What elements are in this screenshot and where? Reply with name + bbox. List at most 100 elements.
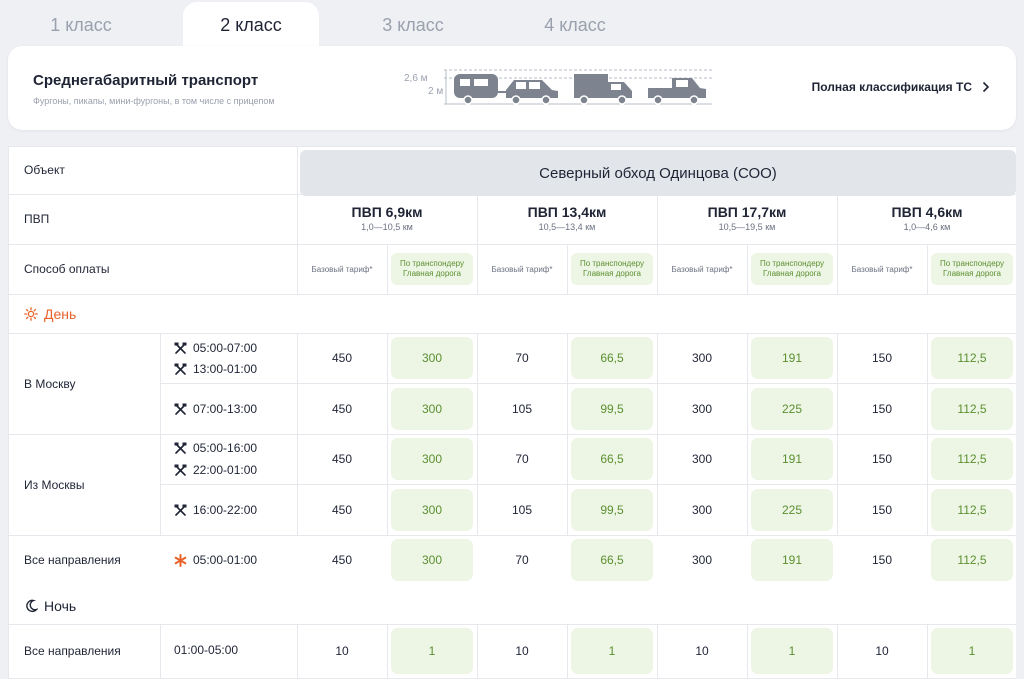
road-work-icon	[174, 464, 187, 476]
full-classification-link[interactable]: Полная классификация ТС	[812, 80, 990, 94]
transponder-tariff-value: 300	[391, 489, 473, 531]
transponder-tariff-value: 66,5	[571, 539, 653, 581]
transponder-tariff-value: 66,5	[571, 337, 653, 379]
transponder-tariff-value: 112,5	[931, 489, 1013, 531]
time-label: 13:00-01:00	[193, 362, 258, 376]
transponder-tariff-value: 99,5	[571, 489, 653, 531]
time-slot: 22:00-01:00	[174, 462, 257, 478]
base-tariff-value: 300	[691, 452, 713, 466]
time-slot: 05:00-07:00	[174, 340, 257, 356]
transponder-tariff-value: 1	[931, 628, 1013, 674]
vehicle-class-card: Среднегабаритный транспорт Фургоны, пика…	[8, 46, 1016, 130]
base-tariff-value: 10	[875, 644, 889, 658]
pvp-name: ПВП 17,7км	[707, 204, 787, 220]
class-tabs: 1 класс 2 класс 3 класс 4 класс	[0, 0, 1024, 48]
pvp-column-2: ПВП 13,4км 10,5—13,4 км	[477, 204, 657, 232]
time-label: 05:00-16:00	[193, 441, 258, 455]
row-label-pvp: ПВП	[24, 212, 50, 226]
payment-transponder-line1: По транспондеру	[939, 259, 1005, 268]
base-tariff-value: 450	[331, 553, 353, 567]
pvp-column-1: ПВП 6,9км 1,0—10,5 км	[297, 204, 477, 232]
base-tariff-value: 150	[871, 452, 893, 466]
base-tariff-value: 150	[871, 401, 893, 416]
object-name: Северный обход Одинцова (СОО)	[300, 150, 1016, 196]
time-slot: 01:00-05:00	[174, 642, 238, 658]
section-night-label: Ночь	[44, 598, 77, 614]
payment-transponder: По транспондеру Главная дорога	[571, 253, 653, 285]
road-work-icon	[174, 442, 187, 454]
road-work-icon	[174, 403, 187, 415]
transponder-tariff-value: 112,5	[931, 438, 1013, 480]
section-day-label: День	[44, 306, 77, 322]
transponder-tariff-value: 300	[391, 337, 473, 379]
base-tariff-value: 300	[691, 401, 713, 416]
payment-transponder-line1: По транспондеру	[399, 259, 465, 268]
payment-transponder-line1: По транспондеру	[759, 259, 825, 268]
transponder-tariff-value: 300	[391, 388, 473, 430]
base-tariff-value: 450	[331, 452, 353, 466]
direction-all: Все направления	[24, 553, 121, 567]
vehicle-illustration: 2,6 м 2 м	[396, 64, 712, 110]
transponder-tariff-value: 1	[751, 628, 833, 674]
tab-class-3[interactable]: 3 класс	[382, 14, 444, 35]
vehicles-icon	[444, 69, 712, 105]
height-label-max: 2,6 м	[404, 73, 428, 84]
direction-from-moscow: Из Москвы	[24, 477, 85, 492]
vehicle-class-subtitle: Фургоны, пикапы, мини-фургоны, в том чис…	[33, 96, 275, 106]
payment-transponder: По транспондеру Главная дорога	[931, 253, 1013, 285]
tab-class-1[interactable]: 1 класс	[50, 14, 112, 35]
tab-class-2[interactable]: 2 класс	[183, 2, 319, 48]
time-slot: 05:00-01:00	[174, 552, 257, 568]
payment-transponder-line2: Главная дорога	[943, 269, 1001, 278]
transponder-tariff-value: 66,5	[571, 438, 653, 480]
time-label: 22:00-01:00	[193, 463, 258, 477]
payment-base-tariff: Базовый тариф*	[671, 264, 733, 274]
pvp-range: 1,0—4,6 км	[903, 222, 951, 232]
payment-base-tariff: Базовый тариф*	[851, 264, 913, 274]
time-label: 05:00-07:00	[193, 341, 258, 355]
pvp-range: 10,5—19,5 км	[718, 222, 776, 232]
pvp-range: 1,0—10,5 км	[361, 222, 413, 232]
transponder-tariff-value: 191	[751, 337, 833, 379]
base-tariff-value: 300	[691, 553, 713, 567]
base-tariff-value: 450	[331, 502, 353, 517]
transponder-tariff-value: 99,5	[571, 388, 653, 430]
transponder-tariff-value: 112,5	[931, 337, 1013, 379]
base-tariff-value: 150	[871, 502, 893, 517]
road-work-icon	[174, 504, 187, 516]
section-day: День	[24, 302, 76, 326]
base-tariff-value: 70	[515, 553, 529, 567]
payment-transponder: По транспондеру Главная дорога	[751, 253, 833, 285]
pvp-column-4: ПВП 4,6км 1,0—4,6 км	[837, 204, 1017, 232]
base-tariff-value: 150	[871, 553, 893, 567]
time-label: 01:00-05:00	[174, 643, 239, 657]
base-tariff-value: 70	[515, 351, 529, 365]
pvp-name: ПВП 6,9км	[351, 204, 423, 220]
payment-transponder-line2: Главная дорога	[583, 269, 641, 278]
transponder-tariff-value: 225	[751, 388, 833, 430]
payment-transponder-line1: По транспондеру	[579, 259, 645, 268]
time-slot: 07:00-13:00	[174, 401, 257, 417]
transponder-tariff-value: 112,5	[931, 388, 1013, 430]
height-label-min: 2 м	[428, 86, 444, 97]
road-work-icon	[174, 363, 187, 375]
direction-all-night: Все направления	[24, 644, 121, 658]
tab-class-4[interactable]: 4 класс	[544, 14, 606, 35]
direction-to-moscow: В Москву	[24, 376, 76, 391]
time-slot: 13:00-01:00	[174, 361, 257, 377]
payment-base-tariff: Базовый тариф*	[311, 264, 373, 274]
payment-transponder-line2: Главная дорога	[763, 269, 821, 278]
base-tariff-value: 70	[515, 452, 529, 466]
base-tariff-value: 300	[691, 351, 713, 365]
time-label: 05:00-01:00	[193, 553, 258, 567]
transponder-tariff-value: 1	[391, 628, 473, 674]
pvp-column-3: ПВП 17,7км 10,5—19,5 км	[657, 204, 837, 232]
base-tariff-value: 105	[511, 502, 533, 517]
base-tariff-value: 10	[695, 644, 709, 658]
transponder-tariff-value: 300	[391, 539, 473, 581]
base-tariff-value: 10	[335, 644, 349, 658]
pvp-name: ПВП 4,6км	[891, 204, 963, 220]
pvp-name: ПВП 13,4км	[527, 204, 607, 220]
time-label: 07:00-13:00	[193, 402, 258, 416]
moon-icon	[26, 599, 38, 613]
